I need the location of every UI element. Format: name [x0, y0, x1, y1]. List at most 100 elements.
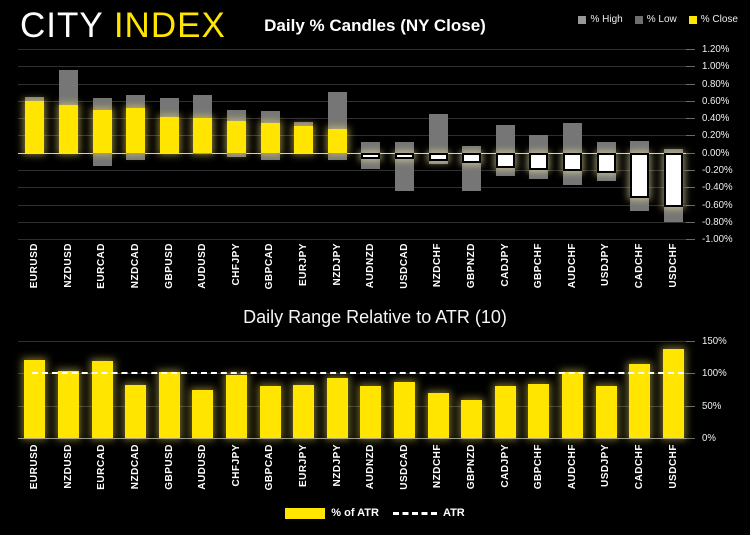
atr-bar-EURJPY: [293, 385, 315, 438]
atr-bar-AUDCHF: [561, 372, 583, 438]
gridline--0.40%: [18, 187, 690, 189]
atr-legend-label: ATR: [442, 507, 465, 519]
atr-chart-title: Daily Range Relative to ATR (10): [243, 307, 507, 327]
ytick-label: 0.40%: [702, 112, 730, 125]
ytick-label: -0.60%: [702, 198, 733, 211]
atr-dashed-line-icon: [392, 511, 437, 515]
atr-legend-item: ATR: [392, 507, 465, 519]
xlabel-CHFJPY: CHFJPY: [230, 243, 242, 286]
atr-legend-label: % of ATR: [331, 507, 379, 519]
ytick-mark: [686, 373, 695, 375]
ytick-mark: [686, 135, 695, 137]
xlabel-slot: NZDCHF: [421, 444, 455, 504]
xlabel-slot: GBPNZD: [455, 243, 489, 301]
xlabel-USDCAD: USDCAD: [398, 444, 410, 490]
atr-bar-USDCHF: [662, 349, 684, 438]
xlabel-USDJPY: USDJPY: [600, 444, 612, 488]
candle-body-AUDCHF: [562, 152, 582, 171]
atr-chart-yaxis: 150% 100% 50% 0%: [686, 335, 748, 444]
xlabel-EURUSD: EURUSD: [29, 243, 41, 289]
ytick-mark: [686, 187, 695, 189]
xlabel-GBPNZD: GBPNZD: [466, 444, 478, 490]
atr-bar-NZDCAD: [125, 385, 147, 438]
atr-bar-GBPNZD: [461, 399, 483, 438]
xlabel-EURJPY: EURJPY: [298, 444, 310, 488]
atr-bar-GBPCAD: [259, 386, 281, 438]
xlabel-slot: NZDJPY: [320, 243, 354, 301]
candle-body-EURCAD: [92, 109, 112, 153]
xlabel-slot: EURCAD: [85, 444, 119, 504]
xlabel-slot: EURUSD: [18, 243, 52, 301]
xlabel-slot: EURJPY: [287, 444, 321, 504]
ytick-mark: [686, 204, 695, 206]
ytick-label: -0.80%: [702, 215, 733, 228]
xlabel-slot: GBPNZD: [455, 444, 489, 504]
gridline-50%: [18, 405, 690, 407]
xlabel-slot: GBPUSD: [152, 243, 186, 301]
xlabel-slot: GBPUSD: [152, 444, 186, 504]
candle-body-EURUSD: [25, 100, 45, 153]
candle-body-USDJPY: [596, 152, 616, 174]
ytick-mark: [686, 152, 695, 154]
candle-wick-CADJPY: [495, 125, 515, 176]
xlabel-slot: NZDCAD: [119, 243, 153, 301]
xlabel-NZDCHF: NZDCHF: [432, 444, 444, 489]
ytick-mark: [686, 239, 695, 240]
xlabel-slot: USDCHF: [656, 243, 690, 301]
xlabel-slot: EURUSD: [18, 444, 52, 504]
gridline-0%: [18, 438, 690, 439]
atr-reference-line: [32, 372, 684, 375]
gridline-0.20%: [18, 135, 690, 137]
gridline-0.80%: [18, 83, 690, 85]
ytick-mark: [686, 438, 695, 439]
candle-body-NZDCAD: [126, 107, 146, 153]
atr-bar-NZDCHF: [427, 393, 449, 438]
candle-chart-yaxis: 1.20% 1.00% 0.80% 0.60% 0.40% 0.20% 0.00% -0.20…: [686, 43, 748, 245]
candle-wick-NZDCHF: [428, 113, 448, 164]
xlabel-slot: AUDNZD: [354, 444, 388, 504]
xlabel-CADJPY: CADJPY: [499, 243, 511, 287]
ytick-mark: [686, 66, 695, 68]
xlabel-slot: AUDCHF: [556, 444, 590, 504]
legend-item-3: % Close: [688, 14, 738, 25]
atr-bar-EURCAD: [91, 361, 113, 438]
ytick-label: 0.20%: [702, 129, 730, 142]
xlabel-slot: EURCAD: [85, 243, 119, 301]
logo-city-text: CITY: [20, 6, 114, 45]
xlabel-slot: CADJPY: [488, 444, 522, 504]
xlabel-AUDUSD: AUDUSD: [197, 444, 209, 490]
xlabel-slot: USDJPY: [589, 444, 623, 504]
xlabel-GBPUSD: GBPUSD: [163, 243, 175, 289]
ytick-label: 0.80%: [702, 77, 730, 90]
candle-body-NZDJPY: [327, 129, 347, 153]
xlabel-NZDUSD: NZDUSD: [62, 444, 74, 489]
xlabel-slot: AUDNZD: [354, 243, 388, 301]
atr-bar-CHFJPY: [225, 375, 247, 438]
ytick-label: 0.00%: [702, 146, 730, 159]
xlabel-NZDJPY: NZDJPY: [331, 243, 343, 286]
ytick-mark: [686, 341, 695, 342]
ytick-mark: [686, 118, 695, 120]
xlabel-AUDNZD: AUDNZD: [365, 444, 377, 490]
candle-body-CADJPY: [495, 152, 515, 169]
atr-bar-GBPCHF: [528, 383, 550, 438]
xlabel-GBPCHF: GBPCHF: [533, 444, 545, 490]
ytick-mark: [686, 49, 695, 50]
ytick-mark: [686, 405, 695, 407]
ytick-label: -0.20%: [702, 163, 733, 176]
candle-chart-xlabels: EURUSD NZDUSD EURCAD NZDCAD GBPUSD AUDUSD CHFJ…: [18, 243, 690, 301]
candle-body-AUDNZD: [361, 152, 381, 159]
xlabel-slot: NZDJPY: [320, 444, 354, 504]
candle-wick-USDCAD: [394, 142, 414, 191]
ytick-label: 1.00%: [702, 60, 730, 73]
legend-swatch-icon: [634, 15, 643, 24]
gridline--0.20%: [18, 169, 690, 171]
xlabel-EURCAD: EURCAD: [96, 243, 108, 289]
xlabel-USDJPY: USDJPY: [600, 243, 612, 287]
xlabel-slot: GBPCAD: [253, 243, 287, 301]
candle-body-USDCHF: [663, 152, 683, 207]
xlabel-AUDCHF: AUDCHF: [566, 243, 578, 289]
atr-bar-USDCAD: [393, 382, 415, 438]
candle-body-EURJPY: [294, 125, 314, 153]
